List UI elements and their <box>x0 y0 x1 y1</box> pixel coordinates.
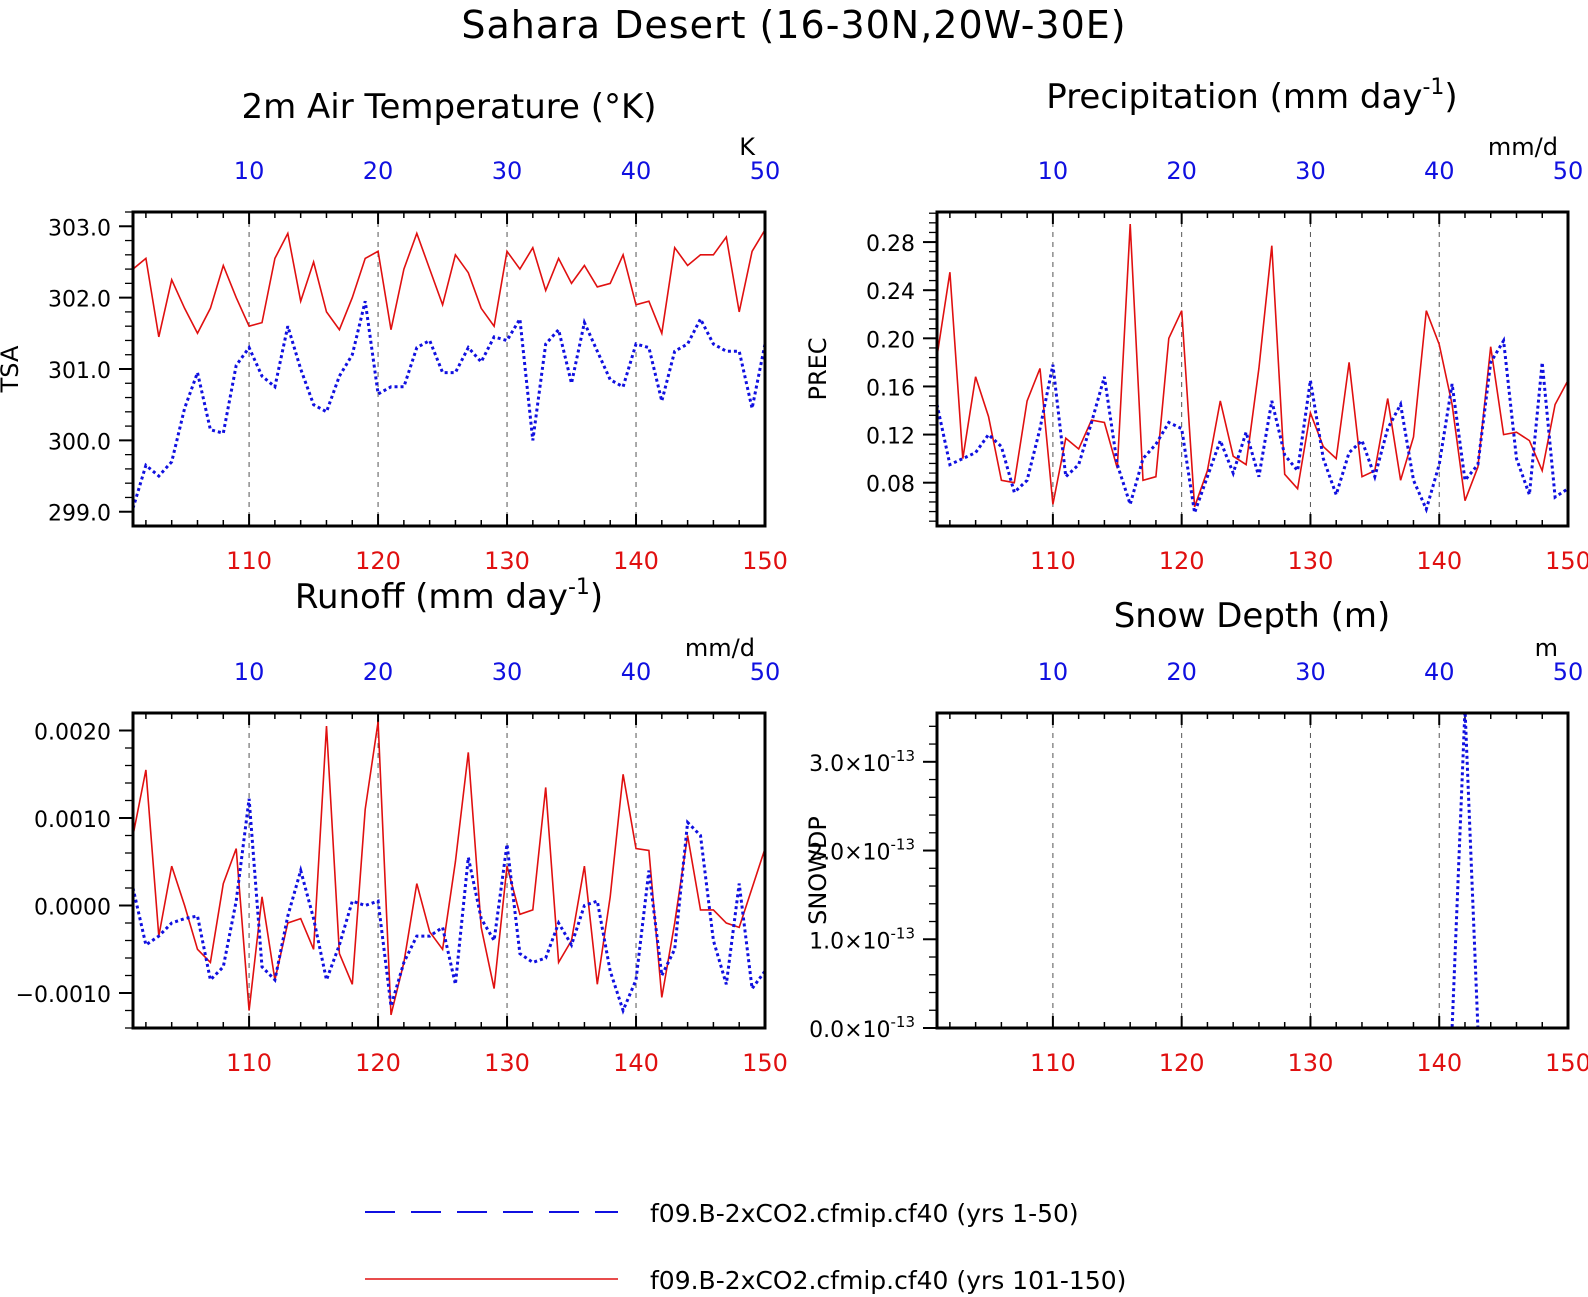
panel-3: Runoff (mm day-1) mm/d 110 10 120 20 130 30 140 4… <box>16 575 788 1077</box>
x-tick-label-top: 20 <box>1166 658 1197 686</box>
panel-title: Snow Depth (m) <box>1114 596 1391 636</box>
y-axis-label: TSA <box>0 345 24 393</box>
legend-label-red: f09.B-2xCO2.cfmip.cf40 (yrs 101-150) <box>650 1266 1126 1295</box>
x-tick-label-bottom: 120 <box>1159 547 1205 575</box>
x-tick-label-top: 30 <box>1295 658 1326 686</box>
x-tick-label-top: 40 <box>1424 157 1455 185</box>
x-tick-label-top: 50 <box>1553 157 1584 185</box>
units-label: mm/d <box>1488 133 1558 161</box>
y-axis-label: SNOWDP <box>804 816 832 925</box>
y-tick-label: 0.12 <box>866 425 915 450</box>
x-tick-label-top: 30 <box>492 658 523 686</box>
x-tick-label-top: 20 <box>1166 157 1197 185</box>
units-label: m <box>1535 634 1558 662</box>
x-tick-label-top: 40 <box>621 658 652 686</box>
x-tick-label-bottom: 110 <box>1030 1049 1076 1077</box>
x-tick-label-bottom: 120 <box>355 1049 401 1077</box>
x-tick-label-bottom: 150 <box>1545 1049 1588 1077</box>
panel-title: 2m Air Temperature (°K) <box>241 87 656 127</box>
x-tick-label-bottom: 140 <box>1416 1049 1462 1077</box>
y-tick-label: 302.0 <box>48 288 111 313</box>
y-tick-label: 0.28 <box>866 232 915 257</box>
y-tick-label: 2.0×10-13 <box>809 836 915 866</box>
x-tick-label-top: 50 <box>750 157 781 185</box>
units-label: mm/d <box>685 634 755 662</box>
series-line-red <box>937 223 1568 508</box>
legend: f09.B-2xCO2.cfmip.cf40 (yrs 1-50) f09.B-… <box>365 1199 1126 1295</box>
x-tick-label-bottom: 150 <box>1545 547 1588 575</box>
x-tick-label-bottom: 110 <box>226 547 272 575</box>
y-tick-label: 299.0 <box>48 502 111 527</box>
panel-4: Snow Depth (m) m 110 10 120 20 130 30 140 40 150 50… <box>804 596 1588 1077</box>
x-tick-label-top: 10 <box>234 157 265 185</box>
x-tick-label-top: 20 <box>363 157 394 185</box>
panel-title: Runoff (mm day-1) <box>295 575 603 617</box>
x-tick-label-top: 50 <box>750 658 781 686</box>
y-tick-label: 303.0 <box>48 216 111 241</box>
x-tick-label-top: 40 <box>1424 658 1455 686</box>
x-tick-label-bottom: 110 <box>1030 547 1076 575</box>
x-tick-label-top: 50 <box>1553 658 1584 686</box>
panel-title: Precipitation (mm day-1) <box>1046 75 1457 117</box>
x-tick-label-bottom: 140 <box>1416 547 1462 575</box>
y-tick-label: 0.24 <box>866 280 915 305</box>
panel-1: 2m Air Temperature (°K)K1101012020130301… <box>0 87 788 575</box>
y-tick-label: 0.0010 <box>34 808 111 833</box>
y-tick-label: 301.0 <box>48 359 111 384</box>
x-tick-label-top: 40 <box>621 157 652 185</box>
series-line-red <box>133 721 765 1016</box>
x-tick-label-bottom: 150 <box>742 1049 788 1077</box>
plot-frame <box>935 711 1570 1030</box>
x-tick-label-top: 10 <box>234 658 265 686</box>
y-tick-label: 0.20 <box>866 328 915 353</box>
y-tick-label: 0.16 <box>866 376 915 401</box>
x-tick-label-top: 20 <box>363 658 394 686</box>
x-tick-label-bottom: 120 <box>1159 1049 1205 1077</box>
series-line-red <box>133 229 765 338</box>
plot-frame <box>131 711 767 1030</box>
x-tick-label-bottom: 130 <box>484 547 530 575</box>
x-tick-label-top: 30 <box>492 157 523 185</box>
x-tick-label-top: 30 <box>1295 157 1326 185</box>
series-line-blue <box>937 336 1568 514</box>
y-tick-label: 0.08 <box>866 473 915 498</box>
x-tick-label-bottom: 140 <box>613 547 659 575</box>
x-tick-label-bottom: 140 <box>613 1049 659 1077</box>
x-tick-label-bottom: 130 <box>1288 1049 1334 1077</box>
series-line-blue <box>133 798 765 1015</box>
y-tick-label: −0.0010 <box>16 983 111 1008</box>
y-axis-label: PREC <box>804 337 832 400</box>
figure-title: Sahara Desert (16-30N,20W-30E) <box>461 3 1126 47</box>
x-tick-label-bottom: 130 <box>484 1049 530 1077</box>
plot-frame <box>935 210 1570 528</box>
series-line-blue <box>133 300 765 509</box>
y-tick-label: 0.0000 <box>34 896 111 921</box>
y-tick-label: 3.0×10-13 <box>809 747 915 777</box>
plot-frame <box>131 210 767 528</box>
x-tick-label-top: 10 <box>1038 157 1069 185</box>
y-tick-label: 300.0 <box>48 430 111 455</box>
units-label: K <box>739 133 756 161</box>
y-tick-label: 0.0×10-13 <box>809 1013 915 1043</box>
x-tick-label-bottom: 120 <box>355 547 401 575</box>
x-tick-label-top: 10 <box>1038 658 1069 686</box>
x-tick-label-bottom: 150 <box>742 547 788 575</box>
panel-2: Precipitation (mm day-1) mm/d 110 10 120 20 13… <box>804 75 1588 575</box>
x-tick-label-bottom: 110 <box>226 1049 272 1077</box>
y-tick-label: 1.0×10-13 <box>809 924 915 954</box>
y-tick-label: 0.0020 <box>34 721 111 746</box>
panels: 2m Air Temperature (°K)K1101012020130301… <box>0 75 1588 1077</box>
series-line-blue <box>937 713 1568 1028</box>
x-tick-label-bottom: 130 <box>1288 547 1334 575</box>
legend-label-blue: f09.B-2xCO2.cfmip.cf40 (yrs 1-50) <box>650 1199 1079 1228</box>
